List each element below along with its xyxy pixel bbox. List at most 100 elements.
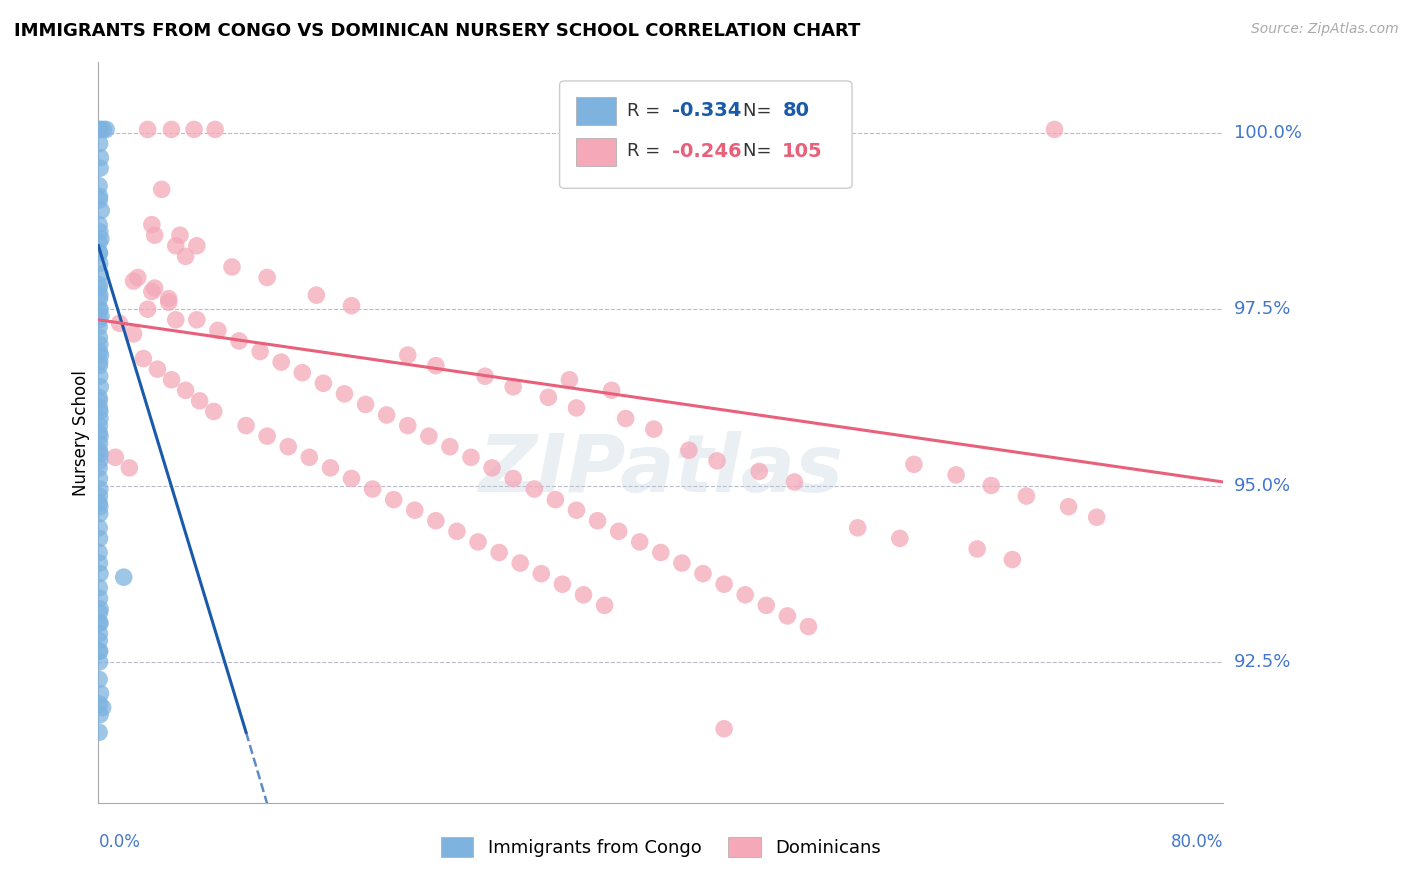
Text: R =: R = <box>627 102 666 120</box>
Point <box>183 122 205 136</box>
Point <box>89 235 111 250</box>
Point <box>89 277 111 292</box>
Point <box>89 429 111 443</box>
Point <box>89 380 111 394</box>
Point <box>628 535 651 549</box>
Text: 105: 105 <box>782 142 823 161</box>
Point <box>89 500 111 514</box>
Point <box>558 373 581 387</box>
Point <box>89 471 111 485</box>
Point <box>89 482 111 496</box>
Point <box>643 422 665 436</box>
Point <box>593 599 616 613</box>
Point <box>89 507 111 521</box>
Point <box>551 577 574 591</box>
Text: 95.0%: 95.0% <box>1234 476 1292 494</box>
Point <box>502 380 524 394</box>
Point <box>354 397 377 411</box>
FancyBboxPatch shape <box>560 81 852 188</box>
Point <box>523 482 546 496</box>
Point <box>186 239 208 253</box>
Point <box>509 556 531 570</box>
Point <box>650 545 672 559</box>
Point <box>89 355 111 369</box>
Point <box>89 615 111 630</box>
Point <box>298 450 321 465</box>
Point <box>89 655 111 669</box>
Point <box>89 288 111 302</box>
Point <box>783 475 806 489</box>
Point <box>165 239 187 253</box>
Point <box>127 270 149 285</box>
Point <box>89 302 111 317</box>
Point <box>502 471 524 485</box>
Point <box>89 644 111 658</box>
Point <box>122 274 145 288</box>
Point <box>256 270 278 285</box>
FancyBboxPatch shape <box>576 138 616 166</box>
Point <box>146 362 169 376</box>
Point <box>89 443 111 458</box>
Point <box>132 351 155 366</box>
Point <box>488 545 510 559</box>
Point <box>572 588 595 602</box>
Point <box>544 492 567 507</box>
Point <box>136 302 159 317</box>
Point <box>90 122 112 136</box>
Point <box>474 369 496 384</box>
Point <box>91 700 114 714</box>
Point <box>89 337 111 351</box>
Text: R =: R = <box>627 143 666 161</box>
Point <box>143 281 166 295</box>
Point <box>1043 122 1066 136</box>
Point <box>89 581 111 595</box>
Point <box>89 496 111 510</box>
Point <box>692 566 714 581</box>
Point <box>90 232 112 246</box>
Text: 100.0%: 100.0% <box>1234 124 1302 142</box>
Point <box>89 267 111 281</box>
Point <box>340 299 363 313</box>
Point <box>460 450 482 465</box>
Point <box>143 228 166 243</box>
Point <box>157 295 180 310</box>
Point <box>89 545 111 559</box>
Text: -0.334: -0.334 <box>672 101 741 120</box>
Point <box>565 503 588 517</box>
Point <box>141 285 163 299</box>
Text: N=: N= <box>742 143 778 161</box>
Point <box>90 203 112 218</box>
Point <box>89 189 111 203</box>
Point <box>89 404 111 418</box>
Point <box>89 626 111 640</box>
Point <box>748 464 770 478</box>
Legend: Immigrants from Congo, Dominicans: Immigrants from Congo, Dominicans <box>433 830 889 864</box>
Point <box>89 178 111 193</box>
Point <box>467 535 489 549</box>
Point <box>108 316 131 330</box>
Point <box>118 461 141 475</box>
Text: 0.0%: 0.0% <box>98 833 141 851</box>
Point <box>89 697 111 711</box>
Point <box>89 193 111 207</box>
Point <box>361 482 384 496</box>
Point <box>277 440 299 454</box>
Point <box>89 319 111 334</box>
Point <box>89 615 111 630</box>
Point <box>89 136 111 151</box>
Point <box>89 418 111 433</box>
Point <box>1057 500 1080 514</box>
Point <box>90 686 112 700</box>
Point <box>89 151 111 165</box>
Point <box>89 566 111 581</box>
Point <box>89 707 111 722</box>
Point <box>89 401 111 415</box>
Point <box>89 281 111 295</box>
Point <box>89 390 111 404</box>
Point <box>221 260 243 274</box>
Point <box>228 334 250 348</box>
Point <box>89 256 111 270</box>
Point <box>319 461 342 475</box>
Point <box>382 492 405 507</box>
Point <box>89 245 111 260</box>
